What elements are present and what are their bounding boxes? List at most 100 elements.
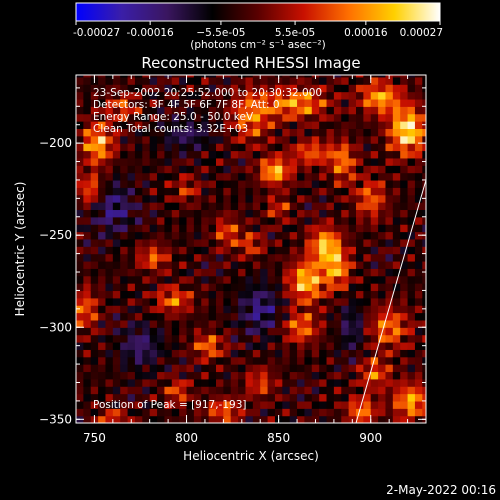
heatmap-cell [186, 246, 195, 255]
heatmap-cell [363, 319, 372, 328]
heatmap-cell [90, 393, 99, 402]
heatmap-cell [216, 356, 224, 365]
heatmap-cell [311, 209, 320, 218]
heatmap-cell [157, 364, 166, 373]
heatmap-cell [267, 150, 276, 159]
heatmap-cell [208, 98, 217, 107]
heatmap-cell [333, 297, 342, 306]
heatmap-cell [319, 172, 328, 181]
heatmap-cell [201, 231, 210, 240]
heatmap-cell [216, 209, 224, 218]
heatmap-cell [98, 172, 107, 181]
heatmap-cell [223, 106, 232, 115]
heatmap-cell [230, 297, 239, 306]
heatmap-cell [333, 356, 342, 365]
heatmap-cell [274, 143, 283, 152]
heatmap-cell [304, 179, 313, 188]
heatmap-cell [422, 128, 426, 137]
heatmap-cell [378, 319, 387, 328]
heatmap-cell [223, 408, 232, 417]
heatmap-cell [333, 209, 342, 218]
heatmap-cell [230, 356, 239, 365]
heatmap-cell [392, 135, 401, 144]
heatmap-cell [319, 283, 328, 292]
heatmap-cell [363, 172, 372, 181]
heatmap-cell [378, 305, 387, 314]
heatmap-cell [348, 364, 357, 373]
heatmap-cell [297, 386, 306, 395]
heatmap-cell [392, 334, 401, 343]
heatmap-cell [392, 393, 401, 402]
heatmap-cell [289, 143, 298, 152]
heatmap-cell [326, 121, 335, 129]
heatmap-cell [171, 312, 180, 321]
heatmap-cell [348, 268, 357, 277]
heatmap-cell [385, 246, 394, 255]
heatmap-cell [356, 121, 364, 129]
heatmap-cell [230, 415, 239, 423]
heatmap-cell [105, 135, 114, 144]
heatmap-cell [378, 415, 387, 423]
heatmap-cell [105, 393, 114, 402]
heatmap-cell [157, 113, 166, 122]
heatmap-cell [216, 143, 224, 152]
heatmap-cell [127, 297, 136, 306]
heatmap-cell [260, 150, 269, 159]
heatmap-cell [245, 238, 254, 247]
heatmap-cell [127, 290, 136, 299]
heatmap-cell [319, 121, 328, 129]
heatmap-cell [201, 172, 210, 181]
heatmap-cell [179, 341, 188, 350]
heatmap-cell [157, 150, 166, 159]
heatmap-cell [216, 202, 224, 211]
heatmap-cell [83, 128, 92, 137]
heatmap-cell [245, 75, 254, 78]
heatmap-cell [297, 106, 306, 115]
heatmap-cell [134, 246, 143, 255]
heatmap-cell [238, 246, 247, 255]
heatmap-cell [127, 319, 136, 328]
heatmap-cell [414, 172, 423, 181]
heatmap-cell [90, 84, 99, 93]
heatmap-cell [193, 275, 202, 284]
heatmap-cell [363, 202, 372, 211]
heatmap-cell [98, 371, 107, 380]
heatmap-cell [230, 231, 239, 240]
heatmap-cell [127, 371, 136, 380]
heatmap-cell [112, 408, 121, 417]
heatmap-cell [127, 128, 136, 137]
heatmap-cell [164, 297, 173, 306]
heatmap-cell [356, 378, 364, 387]
heatmap-cell [252, 187, 261, 196]
heatmap-cell [378, 238, 387, 247]
heatmap-cell [157, 275, 166, 284]
heatmap-cell [407, 106, 416, 115]
heatmap-cell [149, 378, 158, 387]
heatmap-cell [83, 297, 92, 306]
heatmap-cell [319, 113, 328, 122]
heatmap-cell [127, 231, 136, 240]
heatmap-cell [186, 400, 195, 409]
heatmap-cell [378, 268, 387, 277]
heatmap-cell [282, 356, 291, 365]
heatmap-cell [157, 378, 166, 387]
heatmap-cell [208, 172, 217, 181]
heatmap-cell [245, 202, 254, 211]
heatmap-cell [223, 319, 232, 328]
heatmap-cell [98, 91, 107, 100]
heatmap-cell [267, 290, 276, 299]
heatmap-cell [319, 393, 328, 402]
heatmap-cell [363, 209, 372, 218]
heatmap-cell [333, 275, 342, 284]
heatmap-cell [392, 319, 401, 328]
heatmap-cell [274, 91, 283, 100]
heatmap-cell [407, 98, 416, 107]
heatmap-cell [83, 260, 92, 269]
heatmap-cell [105, 305, 114, 314]
heatmap-cell [142, 121, 151, 129]
heatmap-cell [252, 312, 261, 321]
heatmap-cell [385, 283, 394, 292]
heatmap-cell [127, 224, 136, 233]
heatmap-cell [260, 393, 269, 402]
heatmap-cell [216, 327, 224, 336]
